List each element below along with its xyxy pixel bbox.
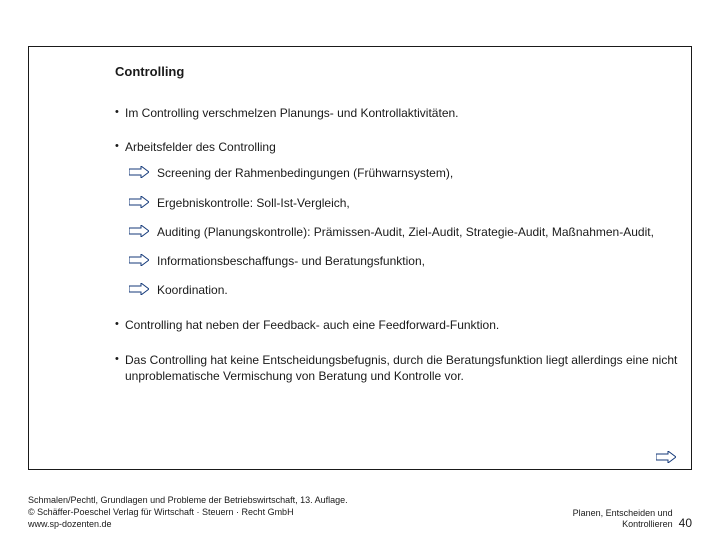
footer-citation: Schmalen/Pechtl, Grundlagen und Probleme…	[28, 494, 348, 506]
bullet-dot-icon: •	[115, 105, 125, 120]
arrow-text: Auditing (Planungskontrolle): Prämissen-…	[157, 224, 685, 240]
footer-url: www.sp-dozenten.de	[28, 518, 348, 530]
arrow-right-icon	[129, 165, 157, 182]
arrow-text: Ergebniskontrolle: Soll-Ist-Vergleich,	[157, 195, 685, 211]
bullet-text: Im Controlling verschmelzen Planungs- un…	[125, 105, 685, 121]
arrow-item: Auditing (Planungskontrolle): Prämissen-…	[129, 224, 685, 241]
footer-section-title: Planen, Entscheiden und Kontrollieren	[573, 508, 673, 531]
arrow-text: Screening der Rahmenbedingungen (Frühwar…	[157, 165, 685, 181]
page-number: 40	[679, 516, 692, 530]
arrow-right-icon	[129, 224, 157, 241]
footer: Schmalen/Pechtl, Grundlagen und Probleme…	[28, 494, 692, 530]
arrow-item: Ergebniskontrolle: Soll-Ist-Vergleich,	[129, 195, 685, 212]
bullet-item: • Das Controlling hat keine Entscheidung…	[115, 352, 685, 384]
slide-title: Controlling	[115, 64, 685, 79]
arrow-text: Koordination.	[157, 282, 685, 298]
arrow-right-icon	[129, 282, 157, 299]
bullet-text: Controlling hat neben der Feedback- auch…	[125, 317, 685, 333]
bullet-dot-icon: •	[115, 139, 125, 154]
arrow-item: Informationsbeschaffungs- und Beratungsf…	[129, 253, 685, 270]
footer-section-line: Kontrollieren	[573, 519, 673, 530]
bullet-dot-icon: •	[115, 317, 125, 332]
footer-right: Planen, Entscheiden und Kontrollieren 40	[573, 508, 692, 531]
arrow-list: Screening der Rahmenbedingungen (Frühwar…	[129, 165, 685, 299]
arrow-item: Screening der Rahmenbedingungen (Frühwar…	[129, 165, 685, 182]
footer-left: Schmalen/Pechtl, Grundlagen und Probleme…	[28, 494, 348, 530]
bullet-item: • Controlling hat neben der Feedback- au…	[115, 317, 685, 333]
next-arrow-icon[interactable]	[656, 450, 676, 468]
footer-section-line: Planen, Entscheiden und	[573, 508, 673, 519]
slide-content: Controlling • Im Controlling verschmelze…	[115, 64, 685, 402]
footer-copyright: © Schäffer-Poeschel Verlag für Wirtschaf…	[28, 506, 348, 518]
bullet-text: Das Controlling hat keine Entscheidungsb…	[125, 352, 685, 384]
arrow-right-icon	[129, 195, 157, 212]
arrow-text: Informationsbeschaffungs- und Beratungsf…	[157, 253, 685, 269]
bullet-item: • Im Controlling verschmelzen Planungs- …	[115, 105, 685, 121]
bullet-item: • Arbeitsfelder des Controlling	[115, 139, 685, 155]
arrow-right-icon	[129, 253, 157, 270]
arrow-item: Koordination.	[129, 282, 685, 299]
bullet-text: Arbeitsfelder des Controlling	[125, 139, 685, 155]
bullet-dot-icon: •	[115, 352, 125, 367]
